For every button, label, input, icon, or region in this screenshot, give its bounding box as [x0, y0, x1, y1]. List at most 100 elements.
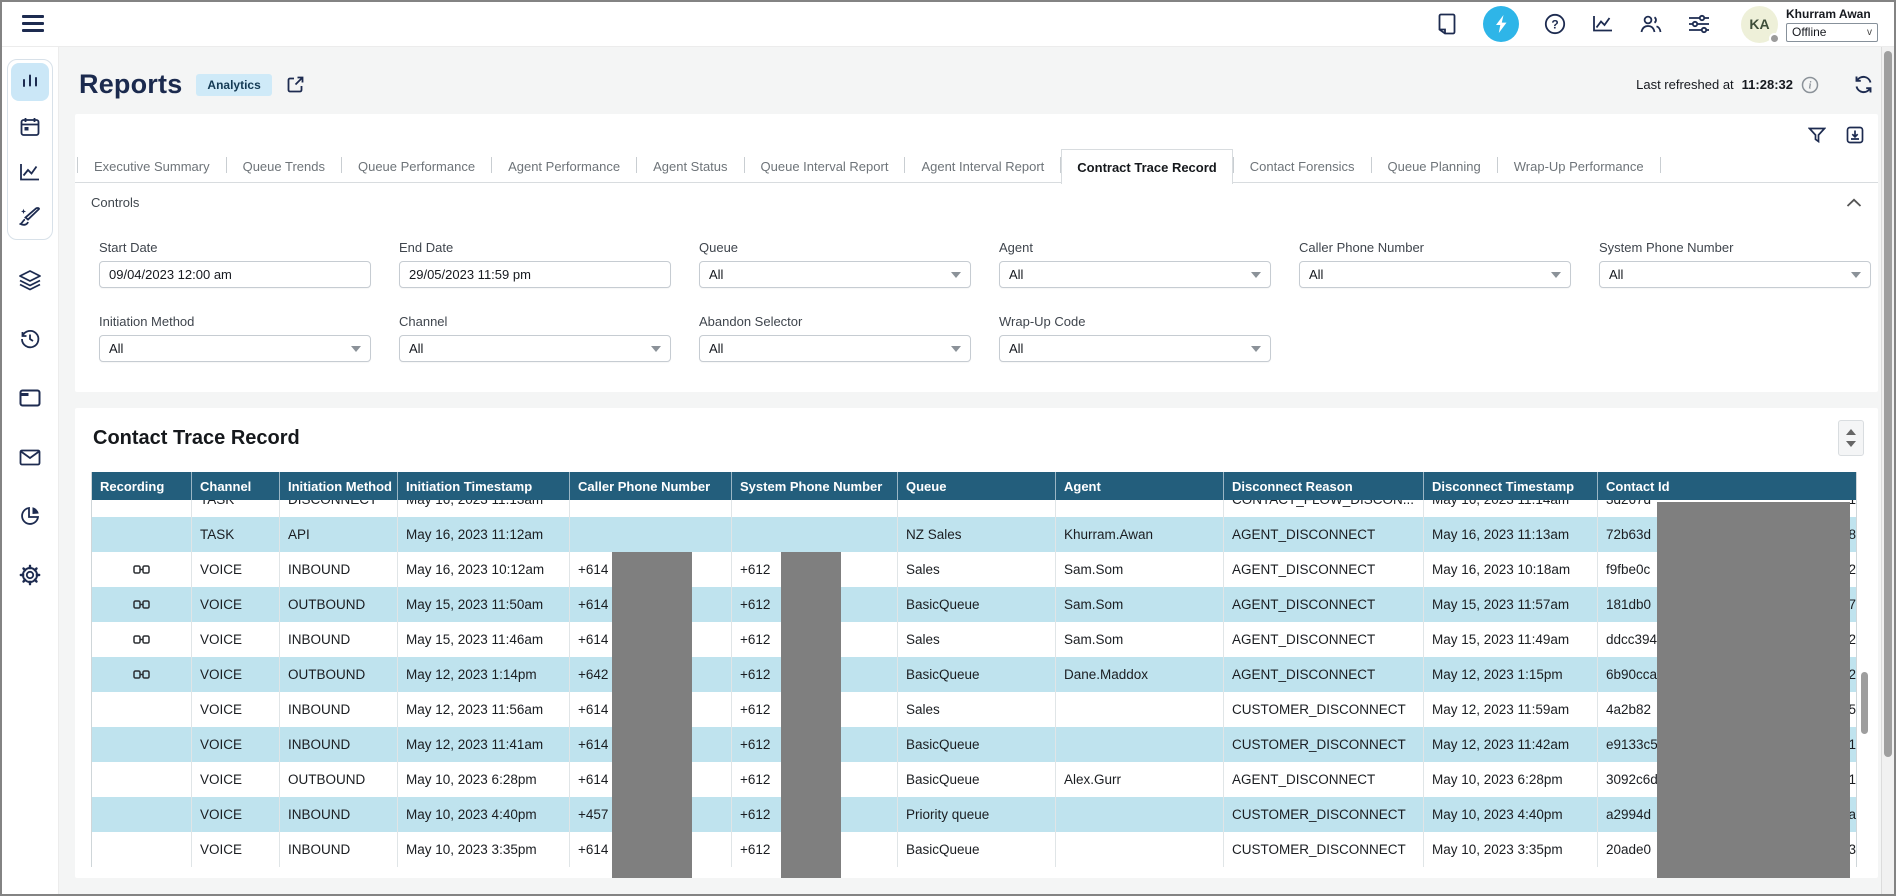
tab-separator	[340, 157, 342, 173]
sliders-icon[interactable]	[1687, 12, 1711, 36]
column-header-initiation-method[interactable]: Initiation Method	[280, 472, 398, 500]
tab-agent-status[interactable]: Agent Status	[653, 159, 728, 174]
table-title: Contact Trace Record	[93, 426, 300, 449]
tab-queue-planning[interactable]: Queue Planning	[1387, 159, 1481, 174]
table-row[interactable]: VOICE OUTBOUND May 10, 2023 6:28pm +614 +612…	[92, 762, 1856, 797]
table-row[interactable]: VOICE INBOUND May 10, 2023 4:40pm +457 +612 P…	[92, 797, 1856, 832]
table-scrollbar-thumb[interactable]	[1861, 672, 1868, 734]
column-header-caller-phone-number[interactable]: Caller Phone Number	[570, 472, 732, 500]
field-caller-phone-number: Caller Phone Number All	[1299, 240, 1571, 288]
column-header-disconnect-timestamp[interactable]: Disconnect Timestamp	[1424, 472, 1598, 500]
cell-caller_phone	[570, 517, 732, 552]
column-header-system-phone-number[interactable]: System Phone Number	[732, 472, 898, 500]
column-header-contact-id[interactable]: Contact Id	[1606, 478, 1670, 494]
table-row[interactable]: TASKDISCONNECTMay 16, 2023 11:13am CONTAC…	[92, 500, 1856, 517]
field-label: Start Date	[99, 240, 158, 255]
sidebar-item-trends[interactable]	[11, 153, 49, 191]
table-row[interactable]: TASK API May 16, 2023 11:12am NZ Sales Khurr…	[92, 517, 1856, 552]
tab-queue-trends[interactable]: Queue Trends	[242, 159, 325, 174]
metrics-icon[interactable]	[1591, 12, 1615, 36]
cell-recording	[92, 622, 192, 657]
table-row[interactable]: VOICE OUTBOUND May 15, 2023 11:50am +614 +61…	[92, 587, 1856, 622]
dropdown-queue[interactable]: All	[699, 261, 971, 288]
tab-agent-interval-report[interactable]: Agent Interval Report	[921, 159, 1045, 174]
user-name: Khurram Awan	[1786, 6, 1871, 21]
recording-icon[interactable]	[133, 668, 150, 681]
field-agent: Agent All	[999, 240, 1271, 288]
tab-contract-trace-record[interactable]: Contract Trace Record	[1061, 149, 1233, 184]
tab-agent-performance[interactable]: Agent Performance	[508, 159, 621, 174]
dropdown-agent[interactable]: All	[999, 261, 1271, 288]
sidebar-item-window[interactable]	[11, 379, 49, 417]
table-stepper[interactable]	[1838, 420, 1864, 456]
sidebar-item-schedule[interactable]	[11, 108, 49, 146]
table-row[interactable]: VOICE INBOUND May 16, 2023 10:12am +614 +612…	[92, 552, 1856, 587]
dropdown-system-phone-number[interactable]: All	[1599, 261, 1871, 288]
column-header-initiation-timestamp[interactable]: Initiation Timestamp	[398, 472, 570, 500]
dropdown-caller-phone-number[interactable]: All	[1299, 261, 1571, 288]
column-header-recording[interactable]: Recording	[92, 472, 192, 500]
contact-id-prefix: 6b90cca	[1606, 667, 1658, 682]
table-scrollbar[interactable]	[1860, 500, 1870, 878]
collapse-chevron-icon[interactable]	[1846, 198, 1862, 208]
table-row[interactable]: VOICE INBOUND May 10, 2023 3:35pm +614 +612 B…	[92, 832, 1856, 867]
sidebar-item-design[interactable]	[11, 198, 49, 236]
cell-queue: Priority queue	[898, 797, 1056, 832]
notes-icon[interactable]	[1435, 12, 1459, 36]
refresh-icon[interactable]	[1853, 74, 1874, 95]
download-icon[interactable]	[1846, 126, 1864, 144]
cell-recording	[92, 552, 192, 587]
tab-separator	[1060, 157, 1062, 173]
dropdown-initiation-method[interactable]: All	[99, 335, 371, 362]
contact-id-prefix: 3d267d	[1606, 500, 1651, 507]
input-start-date[interactable]: 09/04/2023 12:00 am	[99, 261, 371, 288]
column-header-channel[interactable]: Channel	[192, 472, 280, 500]
sidebar-item-pie[interactable]	[11, 497, 49, 535]
table-row[interactable]: VOICE INBOUND May 15, 2023 11:46am +614 +612…	[92, 622, 1856, 657]
table-row[interactable]: VOICE INBOUND May 12, 2023 11:56am +614 +612…	[92, 692, 1856, 727]
sidebar-item-layers[interactable]	[11, 261, 49, 299]
page-scrollbar[interactable]	[1881, 47, 1894, 894]
field-label: Channel	[399, 314, 448, 329]
cell-recording	[92, 727, 192, 762]
sidebar-item-mail[interactable]	[11, 438, 49, 476]
tab-wrap-up-performance[interactable]: Wrap-Up Performance	[1513, 159, 1644, 174]
last-refreshed-label: Last refreshed at	[1636, 77, 1734, 92]
column-header-disconnect-reason[interactable]: Disconnect Reason	[1224, 472, 1424, 500]
external-link-icon[interactable]	[286, 75, 305, 94]
recording-icon[interactable]	[133, 598, 150, 611]
input-end-date[interactable]: 29/05/2023 11:59 pm	[399, 261, 671, 288]
cell-initiation_method: API	[280, 517, 398, 552]
dropdown-channel[interactable]: All	[399, 335, 671, 362]
recording-icon[interactable]	[133, 563, 150, 576]
table-row[interactable]: VOICE OUTBOUND May 12, 2023 1:14pm +642 +612…	[92, 657, 1856, 692]
field-value: All	[1009, 267, 1024, 282]
tab-queue-interval-report[interactable]: Queue Interval Report	[760, 159, 889, 174]
dropdown-abandon-selector[interactable]: All	[699, 335, 971, 362]
tab-executive-summary[interactable]: Executive Summary	[94, 159, 210, 174]
recording-icon[interactable]	[133, 633, 150, 646]
cell-agent: Sam.Som	[1056, 622, 1224, 657]
sidebar-item-history[interactable]	[11, 320, 49, 358]
hamburger-menu-icon[interactable]	[16, 7, 50, 41]
column-header-queue[interactable]: Queue	[898, 472, 1056, 500]
table-row[interactable]: VOICE INBOUND May 12, 2023 11:41am +614 +612…	[92, 727, 1856, 762]
page-scrollbar-thumb[interactable]	[1884, 51, 1892, 757]
sidebar-item-reports[interactable]	[11, 63, 49, 101]
column-header-agent[interactable]: Agent	[1056, 472, 1224, 500]
cell-queue: Sales	[898, 622, 1056, 657]
people-icon[interactable]	[1639, 12, 1663, 36]
cell-caller_phone: +614	[570, 692, 732, 727]
help-icon[interactable]: ?	[1543, 12, 1567, 36]
tab-queue-performance[interactable]: Queue Performance	[357, 159, 476, 174]
sidebar-item-settings[interactable]	[11, 556, 49, 594]
avatar[interactable]: KA	[1741, 5, 1780, 44]
dropdown-wrap-up-code[interactable]: All	[999, 335, 1271, 362]
info-icon[interactable]: i	[1801, 76, 1819, 94]
filter-icon[interactable]	[1808, 126, 1826, 144]
bolt-icon[interactable]	[1483, 6, 1519, 42]
cell-contact_id: 181db0 7	[1598, 587, 1856, 622]
cell-system_phone: +612	[732, 622, 898, 657]
status-select[interactable]: Offline v	[1786, 22, 1878, 42]
tab-contact-forensics[interactable]: Contact Forensics	[1249, 159, 1355, 174]
